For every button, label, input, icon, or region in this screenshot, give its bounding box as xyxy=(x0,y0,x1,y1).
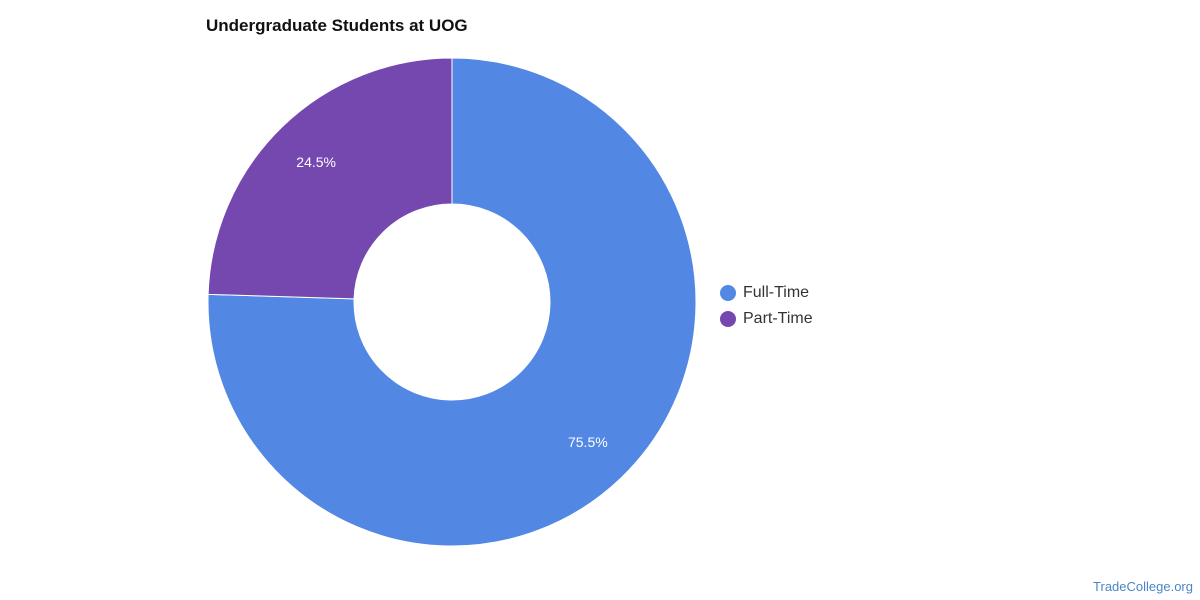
legend: Full-Time Part-Time xyxy=(720,280,813,332)
legend-label-part-time: Part-Time xyxy=(743,310,813,327)
legend-item-full-time[interactable]: Full-Time xyxy=(720,280,813,306)
slice-part-time[interactable] xyxy=(207,57,453,300)
slice-label-full-time: 75.5% xyxy=(568,434,608,450)
legend-label-full-time: Full-Time xyxy=(743,284,810,301)
legend-item-part-time[interactable]: Part-Time xyxy=(720,306,813,332)
slice-full-time[interactable] xyxy=(207,57,697,547)
legend-swatch-part-time xyxy=(720,311,736,327)
chart-title: Undergraduate Students at UOG xyxy=(206,16,468,35)
slice-label-part-time: 24.5% xyxy=(296,154,336,170)
source-credit[interactable]: TradeCollege.org xyxy=(1093,579,1193,594)
legend-swatch-full-time xyxy=(720,285,736,301)
